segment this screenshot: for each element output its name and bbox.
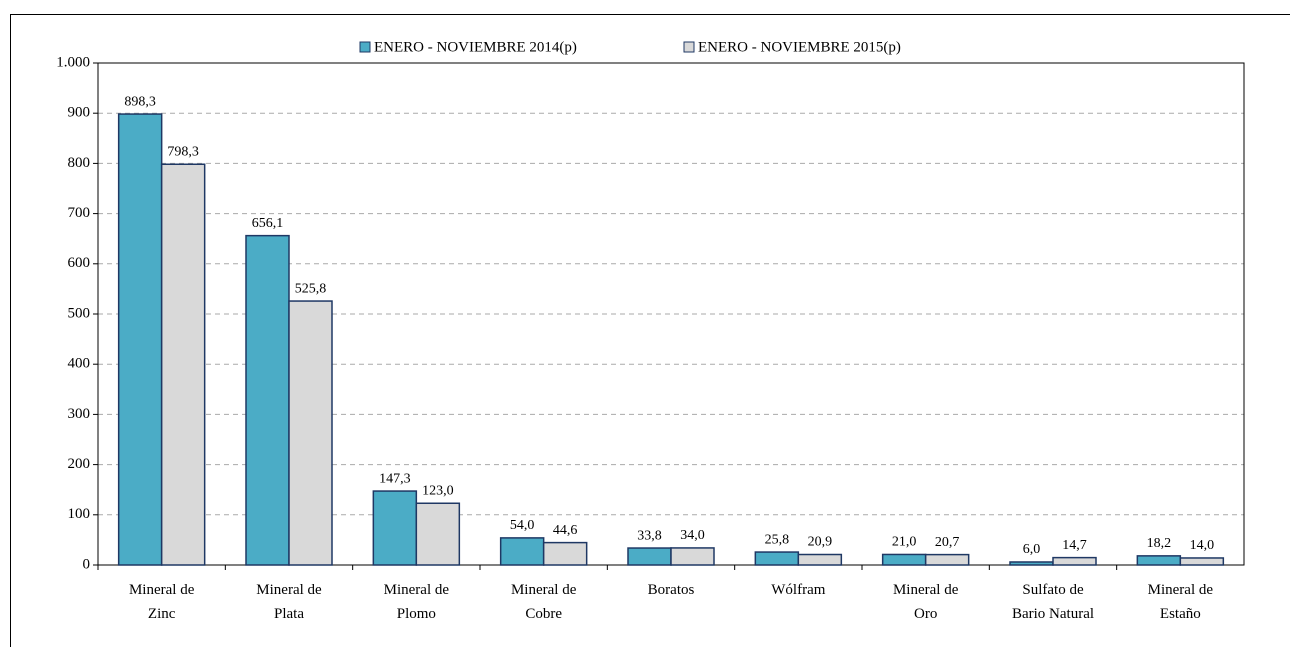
data-label: 798,3	[167, 144, 199, 159]
data-label: 14,7	[1062, 538, 1087, 553]
bar	[755, 552, 798, 565]
legend-swatch	[684, 42, 694, 52]
y-tick-label: 400	[68, 356, 91, 372]
bar	[671, 548, 714, 565]
y-tick-label: 900	[68, 105, 91, 121]
data-label: 18,2	[1147, 536, 1172, 551]
bar	[544, 543, 587, 565]
data-label: 25,8	[765, 532, 790, 547]
legend-swatch	[360, 42, 370, 52]
y-tick-label: 500	[68, 305, 91, 321]
data-label: 33,8	[637, 528, 662, 543]
data-label: 34,0	[680, 528, 705, 543]
bar	[1010, 562, 1053, 565]
bar	[373, 491, 416, 565]
bar	[119, 114, 162, 565]
bar	[246, 236, 289, 565]
data-label: 54,0	[510, 518, 535, 533]
bar	[501, 538, 544, 565]
y-tick-label: 0	[83, 556, 91, 572]
data-label: 14,0	[1190, 538, 1215, 553]
bar	[416, 503, 459, 565]
bar	[926, 555, 969, 565]
bar	[1053, 558, 1096, 565]
y-tick-label: 600	[68, 255, 91, 271]
data-label: 20,7	[935, 535, 960, 550]
x-tick-label: Wólfram	[771, 582, 825, 598]
legend-label: ENERO - NOVIEMBRE 2015(p)	[698, 39, 901, 55]
bar	[1137, 556, 1180, 565]
bar	[798, 555, 841, 565]
y-tick-label: 800	[68, 155, 91, 171]
y-tick-label: 100	[68, 506, 91, 522]
x-tick-label: Boratos	[648, 582, 695, 598]
y-tick-label: 200	[68, 456, 91, 472]
data-label: 525,8	[295, 281, 327, 296]
y-tick-label: 1.000	[56, 54, 90, 70]
data-label: 123,0	[422, 483, 454, 498]
data-label: 147,3	[379, 471, 411, 486]
data-label: 898,3	[124, 94, 156, 109]
data-label: 20,9	[808, 535, 833, 550]
data-label: 656,1	[252, 216, 284, 231]
y-tick-label: 300	[68, 406, 91, 422]
data-label: 44,6	[553, 523, 578, 538]
y-tick-label: 700	[68, 205, 91, 221]
bar	[1180, 558, 1223, 565]
bar	[162, 164, 205, 565]
bar	[883, 554, 926, 565]
bar	[628, 548, 671, 565]
data-label: 6,0	[1023, 542, 1041, 557]
legend-label: ENERO - NOVIEMBRE 2014(p)	[374, 39, 577, 55]
bar	[289, 301, 332, 565]
data-label: 21,0	[892, 535, 917, 550]
